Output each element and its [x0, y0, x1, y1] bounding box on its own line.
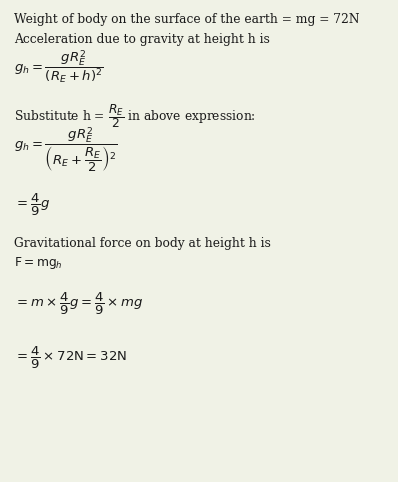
Text: $g_h = \dfrac{gR_E^2}{\left(R_E + \dfrac{R_E}{2}\right)^2}$: $g_h = \dfrac{gR_E^2}{\left(R_E + \dfrac…: [14, 126, 117, 175]
Text: Gravitational force on body at height h is: Gravitational force on body at height h …: [14, 237, 271, 250]
Text: $g_h = \dfrac{gR_E^2}{(R_E + h)^2}$: $g_h = \dfrac{gR_E^2}{(R_E + h)^2}$: [14, 49, 103, 86]
Text: Acceleration due to gravity at height h is: Acceleration due to gravity at height h …: [14, 33, 270, 46]
Text: $= m \times \dfrac{4}{9}g = \dfrac{4}{9} \times mg$: $= m \times \dfrac{4}{9}g = \dfrac{4}{9}…: [14, 291, 143, 317]
Text: Substitute h = $\dfrac{R_E}{2}$ in above expression:: Substitute h = $\dfrac{R_E}{2}$ in above…: [14, 102, 256, 130]
Text: $\mathrm{F} = \mathrm{mg}_h$: $\mathrm{F} = \mathrm{mg}_h$: [14, 254, 62, 271]
Text: Weight of body on the surface of the earth = mg = 72N: Weight of body on the surface of the ear…: [14, 13, 359, 26]
Text: $= \dfrac{4}{9}g$: $= \dfrac{4}{9}g$: [14, 192, 50, 218]
Text: $= \dfrac{4}{9} \times 72\mathrm{N} = 32\mathrm{N}$: $= \dfrac{4}{9} \times 72\mathrm{N} = 32…: [14, 345, 127, 371]
